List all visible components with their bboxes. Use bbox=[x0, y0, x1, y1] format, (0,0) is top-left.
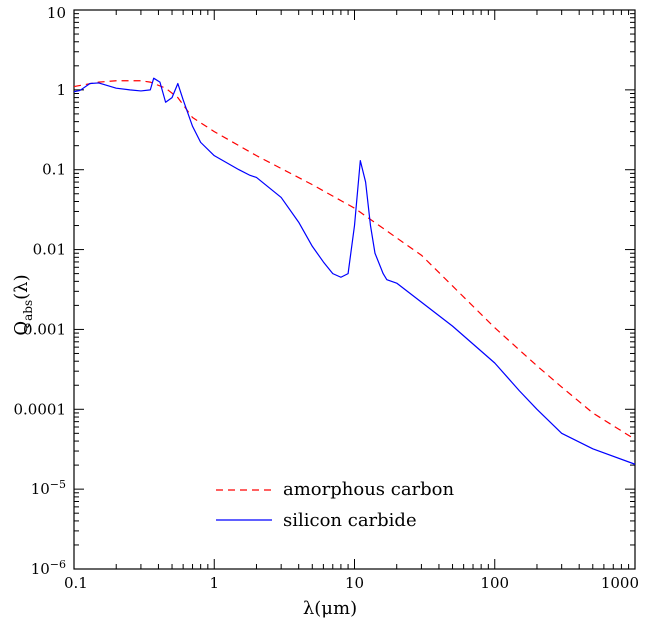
y-tick-label: 10−6 bbox=[31, 558, 66, 578]
y-tick-label: 0.001 bbox=[23, 320, 66, 338]
y-tick-label: 10 bbox=[47, 4, 66, 22]
y-tick-label: 0.0001 bbox=[14, 400, 67, 418]
x-axis-title: λ(μm) bbox=[303, 598, 357, 619]
x-tick-label: 0.1 bbox=[64, 574, 88, 592]
series-line-silicon-carbide bbox=[73, 77, 636, 465]
x-tick-labels: 0.1 1 10 100 1000 bbox=[64, 574, 639, 592]
x-tick-label: 1000 bbox=[601, 574, 639, 592]
series-layer bbox=[73, 77, 636, 465]
x-tick-label: 1 bbox=[209, 574, 219, 592]
y-tick-label: 10−5 bbox=[31, 478, 66, 498]
major-ticks bbox=[73, 9, 636, 570]
legend: amorphous carbon silicon carbide bbox=[216, 479, 455, 531]
y-tick-label: 0.1 bbox=[42, 161, 66, 179]
y-tick-labels: 10 1 0.1 0.01 0.001 0.0001 10−5 10−6 bbox=[14, 4, 67, 578]
series-line-amorphous-carbon bbox=[73, 80, 636, 440]
legend-label-silicon-carbide: silicon carbide bbox=[283, 510, 417, 531]
x-tick-label: 10 bbox=[345, 574, 364, 592]
minor-ticks bbox=[74, 10, 635, 569]
x-tick-label: 100 bbox=[480, 574, 509, 592]
y-tick-label: 1 bbox=[56, 81, 66, 99]
svg-text:Qabs(λ): Qabs(λ) bbox=[11, 274, 35, 335]
y-tick-label: 0.01 bbox=[33, 241, 66, 259]
y-axis-title: Qabs(λ) bbox=[11, 274, 35, 335]
legend-label-amorphous-carbon: amorphous carbon bbox=[283, 479, 455, 500]
